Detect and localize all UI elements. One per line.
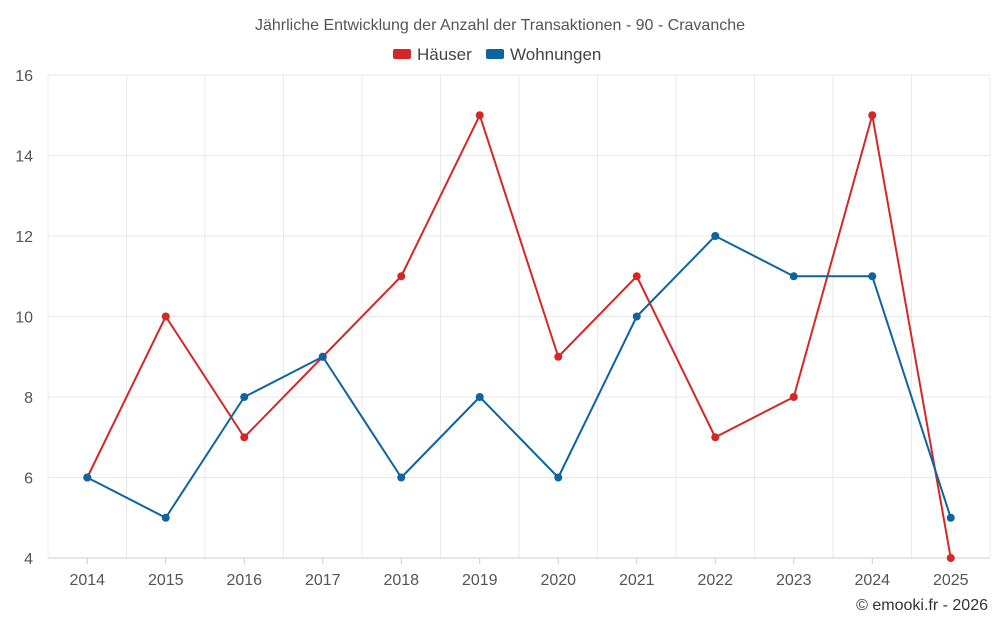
y-tick-label: 4 [24, 551, 33, 568]
x-tick-label: 2016 [226, 572, 262, 589]
series-line [86, 235, 952, 519]
data-point [868, 111, 877, 120]
legend-item-wohnungen: Wohnungen [486, 45, 601, 64]
data-point [554, 352, 563, 361]
x-tick-label: 2021 [619, 572, 655, 589]
series-layer [83, 111, 955, 562]
data-point [397, 272, 406, 281]
data-point [789, 393, 798, 401]
legend-item-haeuser: Häuser [393, 45, 472, 64]
x-tick-label: 2017 [305, 572, 341, 589]
data-point [240, 393, 249, 401]
data-point [240, 433, 249, 442]
x-tick-label: 2024 [854, 572, 890, 589]
data-point [632, 312, 641, 321]
data-point [318, 352, 327, 361]
y-tick-label: 12 [15, 229, 33, 246]
data-point [554, 473, 563, 482]
data-point [711, 232, 720, 240]
legend-label: Wohnungen [510, 45, 601, 64]
x-tick-label: 2015 [148, 572, 184, 589]
x-tick-label: 2025 [933, 572, 969, 589]
credit: © emooki.fr - 2026 [856, 597, 988, 614]
data-point [83, 473, 92, 482]
data-point [632, 272, 641, 281]
x-tick-label: 2019 [462, 572, 498, 589]
data-point [946, 554, 955, 562]
legend-label: Häuser [417, 45, 472, 64]
data-point [711, 433, 720, 442]
x-tick-label: 2014 [69, 572, 105, 589]
data-point [475, 111, 484, 120]
y-tick-label: 10 [15, 310, 33, 327]
x-tick-label: 2020 [540, 572, 576, 589]
chart-title: Jährliche Entwicklung der Anzahl der Tra… [255, 17, 745, 34]
x-tick-label: 2018 [383, 572, 419, 589]
data-point [789, 272, 798, 281]
data-point [475, 393, 484, 401]
grid [47, 74, 991, 559]
legend-swatch [486, 49, 504, 59]
y-tick-label: 16 [15, 68, 33, 85]
series-wohnungen [83, 232, 955, 522]
y-tick-label: 6 [24, 471, 33, 488]
y-tick-label: 8 [24, 390, 33, 407]
y-axis: 4 6 8 10 12 14 16 [15, 68, 33, 568]
x-tick-label: 2023 [776, 572, 812, 589]
x-axis: 2014 2015 2016 2017 2018 2019 2020 2021 2022 2023… [69, 558, 969, 589]
data-point [946, 513, 955, 522]
data-point [868, 272, 877, 281]
legend: Häuser Wohnungen [393, 45, 601, 64]
legend-swatch [393, 49, 411, 59]
y-tick-label: 14 [15, 149, 33, 166]
x-tick-label: 2022 [697, 572, 733, 589]
data-point [397, 473, 406, 482]
data-point [161, 312, 170, 321]
data-point [161, 513, 170, 522]
